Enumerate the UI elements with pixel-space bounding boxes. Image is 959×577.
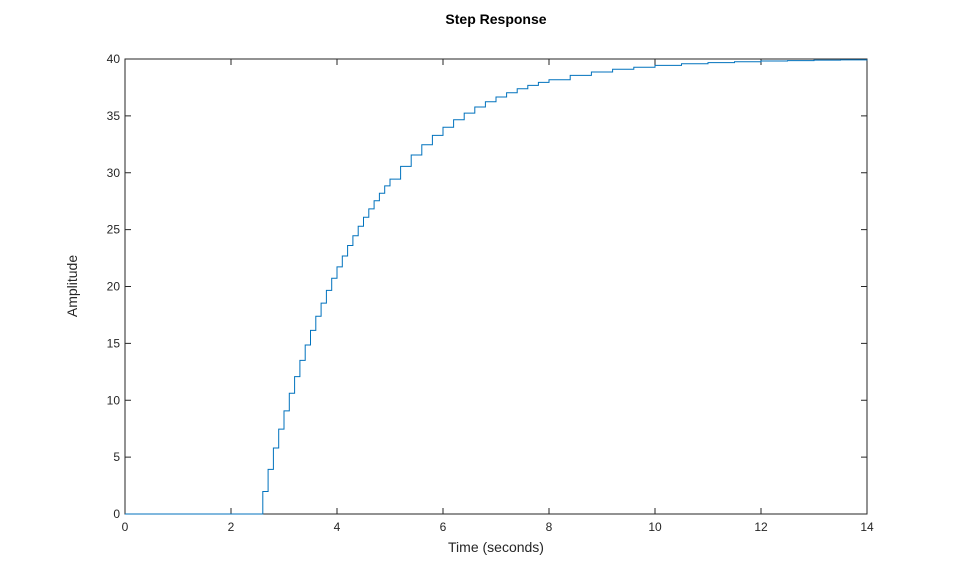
- chart-title: Step Response: [445, 11, 546, 27]
- x-tick-label: 2: [228, 520, 235, 534]
- step-response-series: [125, 59, 868, 515]
- y-tick-label: 0: [113, 507, 120, 521]
- x-tick-label: 14: [860, 520, 874, 534]
- y-tick-label: 20: [107, 280, 121, 294]
- y-tick-label: 5: [113, 450, 120, 464]
- x-tick-label: 8: [546, 520, 553, 534]
- x-tick-label: 0: [122, 520, 129, 534]
- y-tick-label: 35: [107, 109, 121, 123]
- x-tick-label: 6: [440, 520, 447, 534]
- axes-box: [124, 58, 868, 515]
- y-tick-label: 25: [107, 223, 121, 237]
- y-axis-label: Amplitude: [64, 255, 80, 317]
- x-axis-label: Time (seconds): [448, 539, 544, 555]
- x-tick-label: 10: [648, 520, 662, 534]
- y-tick-label: 30: [107, 166, 121, 180]
- x-tick-label: 12: [754, 520, 768, 534]
- y-tick-label: 15: [107, 336, 121, 350]
- y-tick-label: 10: [107, 393, 121, 407]
- y-tick-label: 40: [107, 52, 121, 66]
- plot-area: 0 2 4 6 8 10 12 14 0 5 10 15 20 25 30 35 40: [107, 52, 874, 534]
- x-tick-label: 4: [334, 520, 341, 534]
